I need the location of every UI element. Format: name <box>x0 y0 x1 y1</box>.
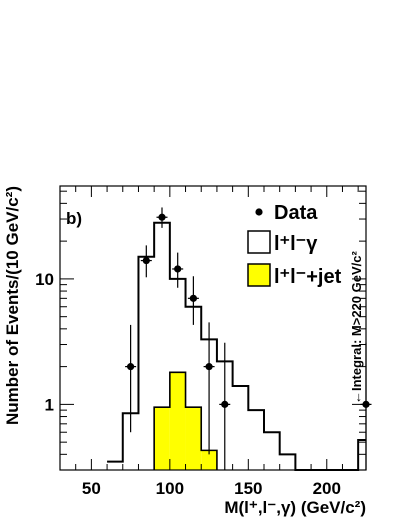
background-bin <box>185 407 202 470</box>
x-axis-label: M(l⁺,l⁻,γ) (GeV/c²) <box>224 498 366 517</box>
legend: Data l⁺l⁻γ l⁺l⁻+jet <box>247 202 342 288</box>
legend-data-label: Data <box>274 202 318 224</box>
x-tick-label: 50 <box>82 479 101 498</box>
data-point <box>158 213 166 221</box>
background-histogram-layer <box>153 371 218 470</box>
background-bin <box>201 450 217 470</box>
data-point <box>127 363 135 371</box>
y-tick-label: 1 <box>45 395 54 414</box>
y-axis-label: Number of Events/(10 GeV/c²) <box>3 186 22 425</box>
axis-ticks-layer: 50 100 150 200 1 10 <box>35 186 366 498</box>
legend-signal-swatch <box>247 230 271 254</box>
x-tick-label: 200 <box>313 479 341 498</box>
data-point <box>205 363 213 371</box>
plot-frame <box>59 185 367 471</box>
data-point <box>174 265 182 273</box>
panel-label: b) <box>66 209 82 228</box>
legend-background-swatch <box>247 263 271 287</box>
x-tick-label: 150 <box>234 479 262 498</box>
integral-annotation: ←Integral: M>220 GeV/c² <box>349 251 364 404</box>
background-bin <box>154 407 170 470</box>
data-point <box>142 256 150 265</box>
x-tick-label: 100 <box>156 479 184 498</box>
signal-histogram-layer <box>60 221 366 471</box>
y-tick-label: 10 <box>35 270 54 289</box>
data-point <box>221 400 229 408</box>
data-point <box>189 294 197 302</box>
legend-signal-label: l⁺l⁻γ <box>274 233 318 255</box>
legend-data-marker <box>255 208 263 216</box>
background-bin <box>169 372 186 470</box>
legend-background-label: l⁺l⁻+jet <box>274 266 342 288</box>
